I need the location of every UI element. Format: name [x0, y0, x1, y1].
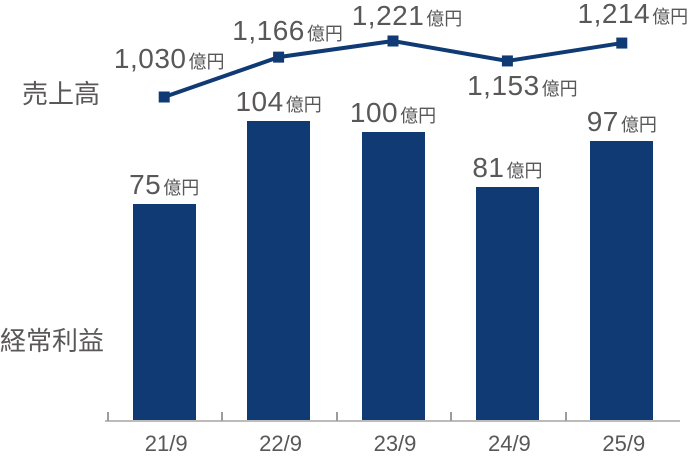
bar-value-label-24/9-unit: 億円	[506, 161, 543, 182]
line-marker-23/9	[387, 35, 399, 47]
x-axis-tick-1	[221, 412, 223, 421]
bar-value-label-24/9: 81 億円	[472, 154, 542, 182]
bar-21/9	[132, 204, 196, 421]
line-value-label-23/9: 1,221 億円	[352, 2, 463, 30]
x-label-25/9: 25/9	[602, 431, 646, 456]
bar-value-label-22/9-unit: 億円	[285, 94, 322, 115]
x-label-24/9: 24/9	[487, 431, 531, 456]
series-label-ordinary-profit: 経常利益	[0, 326, 105, 356]
line-marker-25/9	[616, 37, 628, 49]
line-value-label-21/9: 1,030 億円	[114, 45, 225, 73]
bar-value-label-23/9: 100 億円	[350, 99, 436, 127]
line-marker-21/9	[158, 91, 170, 103]
line-value-label-25/9-unit: 億円	[652, 7, 689, 28]
line-value-label-25/9-number: 1,214	[577, 0, 651, 30]
line-value-label-22/9-number: 1,166	[232, 15, 305, 47]
x-label-23/9: 23/9	[373, 431, 417, 456]
bar-value-label-21/9-number: 75	[129, 169, 162, 201]
line-value-label-24/9-number: 1,153	[467, 69, 540, 101]
line-value-label-23/9-unit: 億円	[426, 9, 463, 30]
x-axis-tick-0	[107, 412, 109, 421]
bar-value-label-25/9-number: 97	[586, 105, 619, 137]
x-axis-tick-4	[565, 412, 567, 421]
line-value-label-21/9-number: 1,030	[113, 43, 187, 75]
bar-22/9	[247, 120, 311, 421]
bar-value-label-23/9-unit: 億円	[400, 106, 437, 127]
bar-value-label-24/9-number: 81	[472, 152, 505, 184]
x-label-21/9: 21/9	[144, 431, 188, 456]
series-label-sales: 売上高	[22, 79, 101, 109]
line-value-label-22/9-unit: 億円	[306, 24, 343, 45]
x-axis-line	[105, 420, 680, 422]
bar-value-label-21/9: 75 億円	[129, 171, 199, 199]
bar-25/9	[590, 140, 654, 421]
x-axis-tick-3	[450, 412, 452, 421]
line-value-label-25/9: 1,214 億円	[578, 0, 689, 28]
line-value-label-22/9: 1,166 億円	[232, 17, 343, 45]
line-marker-22/9	[273, 51, 285, 63]
bar-24/9	[475, 187, 539, 421]
bar-value-label-25/9: 97 億円	[586, 105, 657, 137]
bar-23/9	[361, 132, 425, 421]
bar-value-label-22/9-number: 104	[235, 85, 284, 117]
line-value-label-23/9-number: 1,221	[351, 0, 425, 32]
line-value-label-24/9: 1,153 億円	[467, 69, 578, 101]
bar-value-label-22/9: 104 億円	[235, 85, 322, 117]
line-value-label-21/9-unit: 億円	[188, 52, 225, 73]
x-label-22/9: 22/9	[259, 431, 303, 456]
bar-value-label-23/9-number: 100	[349, 97, 399, 129]
bar-value-label-25/9-unit: 億円	[620, 114, 657, 135]
line-value-label-24/9-unit: 億円	[541, 78, 578, 99]
line-marker-24/9	[501, 55, 513, 67]
bar-value-label-21/9-unit: 億円	[163, 178, 200, 199]
x-axis-tick-2	[336, 412, 338, 421]
